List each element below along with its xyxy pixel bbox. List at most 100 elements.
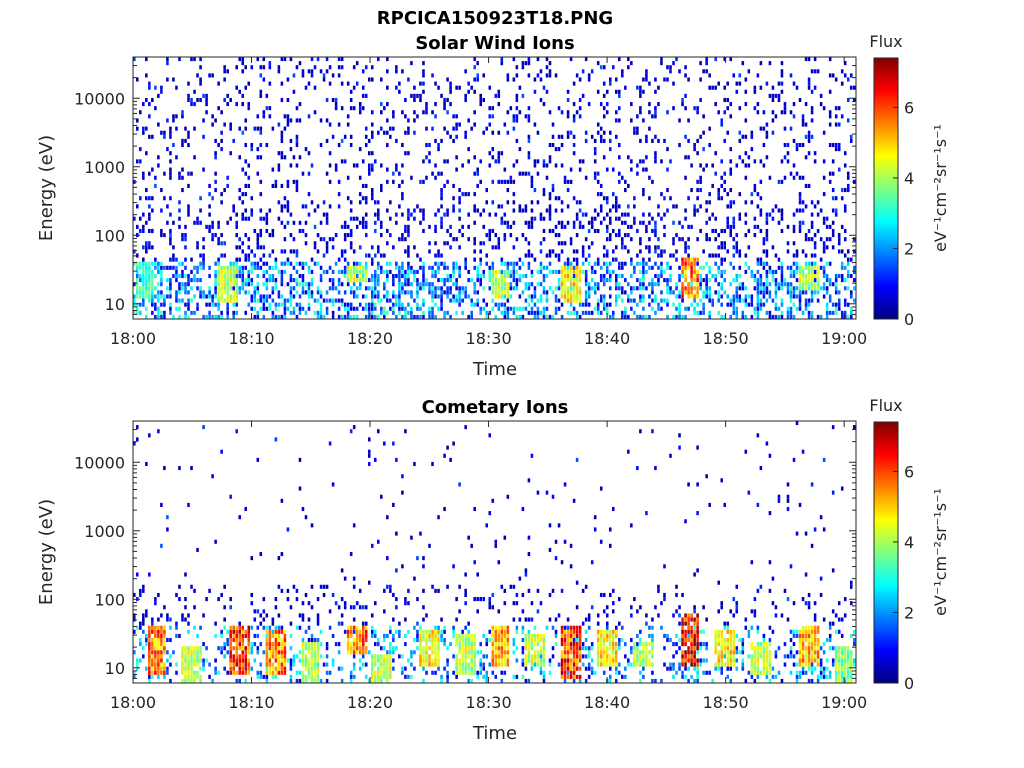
- spectrogram-cell: [250, 269, 254, 274]
- spectrogram-cell: [455, 637, 458, 643]
- spectrogram-cell: [410, 535, 413, 540]
- spectrogram-cell: [624, 278, 627, 283]
- spectrogram-cell: [452, 261, 455, 266]
- spectrogram-cell: [735, 163, 739, 168]
- spectrogram-cell: [187, 81, 190, 86]
- spectrogram-cell: [241, 629, 245, 634]
- spectrogram-cell: [615, 245, 618, 250]
- spectrogram-cell: [816, 314, 820, 319]
- spectrogram-cell: [524, 114, 528, 119]
- spectrogram-cell: [422, 298, 425, 303]
- spectrogram-cell: [271, 670, 275, 675]
- spectrogram-cell: [485, 642, 489, 647]
- spectrogram-cell: [253, 617, 257, 622]
- spectrogram-cell: [364, 183, 368, 188]
- spectrogram-cell: [846, 171, 850, 176]
- spectrogram-cell: [133, 613, 136, 618]
- spectrogram-cell: [277, 670, 281, 675]
- spectrogram-cell: [277, 200, 281, 205]
- spectrogram-cell: [298, 306, 302, 311]
- spectrogram-cell: [247, 646, 251, 651]
- spectrogram-cell: [343, 306, 347, 311]
- spectrogram-cell: [374, 642, 377, 647]
- spectrogram-cell: [331, 269, 335, 274]
- spectrogram-cell: [334, 163, 338, 168]
- spectrogram-cell: [627, 314, 630, 319]
- spectrogram-cell: [807, 151, 811, 156]
- spectrogram-cell: [596, 192, 600, 197]
- spectrogram-cell: [367, 278, 371, 283]
- spectrogram-cell: [789, 126, 793, 131]
- spectrogram-cell: [193, 265, 196, 270]
- spectrogram-cell: [780, 298, 784, 303]
- spectrogram-cell: [458, 265, 461, 270]
- spectrogram-cell: [648, 245, 651, 250]
- spectrogram-cell: [464, 130, 467, 135]
- spectrogram-cell: [286, 200, 290, 205]
- spectrogram-cell: [133, 674, 136, 679]
- spectrogram-cell: [530, 200, 534, 205]
- spectrogram-cell: [500, 286, 504, 291]
- spectrogram-cell: [500, 670, 504, 675]
- spectrogram-cell: [431, 658, 434, 663]
- spectrogram-cell: [500, 269, 504, 274]
- spectrogram-cell: [630, 261, 633, 266]
- spectrogram-cell: [515, 674, 519, 679]
- spectrogram-cell: [611, 249, 615, 254]
- spectrogram-cell: [657, 85, 660, 90]
- spectrogram-cell: [166, 515, 169, 520]
- spectrogram-cell: [307, 286, 311, 291]
- spectrogram-cell: [295, 249, 299, 254]
- spectrogram-cell: [675, 282, 678, 287]
- spectrogram-cell: [717, 110, 720, 115]
- spectrogram-cell: [175, 306, 178, 311]
- spectrogram-cell: [355, 629, 359, 634]
- spectrogram-cell: [295, 134, 299, 139]
- spectrogram-cell: [530, 282, 534, 287]
- spectrogram-cell: [831, 73, 835, 78]
- spectrogram-cell: [289, 658, 293, 663]
- spectrogram-cell: [455, 155, 458, 160]
- spectrogram-cell: [449, 134, 452, 139]
- spectrogram-cell: [464, 261, 467, 266]
- spectrogram-cell: [271, 233, 275, 238]
- spectrogram-cell: [479, 642, 482, 647]
- spectrogram-cell: [849, 134, 853, 139]
- spectrogram-cell: [404, 429, 407, 434]
- spectrogram-cell: [413, 278, 416, 283]
- spectrogram-cell: [271, 310, 275, 315]
- spectrogram-cell: [618, 118, 621, 123]
- spectrogram-cell: [398, 269, 401, 274]
- spectrogram-cell: [238, 629, 241, 634]
- spectrogram-cell: [166, 278, 169, 283]
- spectrogram-cell: [389, 584, 392, 589]
- spectrogram-cell: [443, 183, 446, 188]
- spectrogram-cell: [431, 269, 434, 274]
- spectrogram-cell: [226, 93, 229, 98]
- spectrogram-cell: [392, 633, 395, 638]
- spectrogram-cell: [271, 265, 275, 270]
- spectrogram-cell: [307, 269, 311, 274]
- spectrogram-cell: [398, 286, 401, 291]
- spectrogram-cell: [271, 674, 275, 679]
- spectrogram-cell: [422, 662, 425, 667]
- spectrogram-cell: [380, 674, 383, 679]
- spectrogram-cell: [765, 134, 769, 139]
- spectrogram-cell: [298, 678, 302, 683]
- spectrogram-cell: [154, 597, 157, 602]
- spectrogram-cell: [639, 237, 642, 242]
- spectrogram-cell: [181, 654, 184, 659]
- spectrogram-cell: [310, 674, 314, 679]
- spectrogram-cell: [491, 228, 495, 234]
- spectrogram-cell: [196, 674, 199, 679]
- spectrogram-cell: [497, 629, 501, 634]
- spectrogram-cell: [241, 57, 245, 62]
- spectrogram-cell: [566, 179, 570, 184]
- spectrogram-cell: [440, 286, 443, 291]
- spectrogram-cell: [762, 110, 766, 115]
- spectrogram-cell: [244, 278, 248, 283]
- spectrogram-cell: [220, 290, 223, 295]
- spectrogram-cell: [247, 658, 251, 663]
- spectrogram-cell: [452, 114, 455, 119]
- spectrogram-cell: [160, 282, 163, 287]
